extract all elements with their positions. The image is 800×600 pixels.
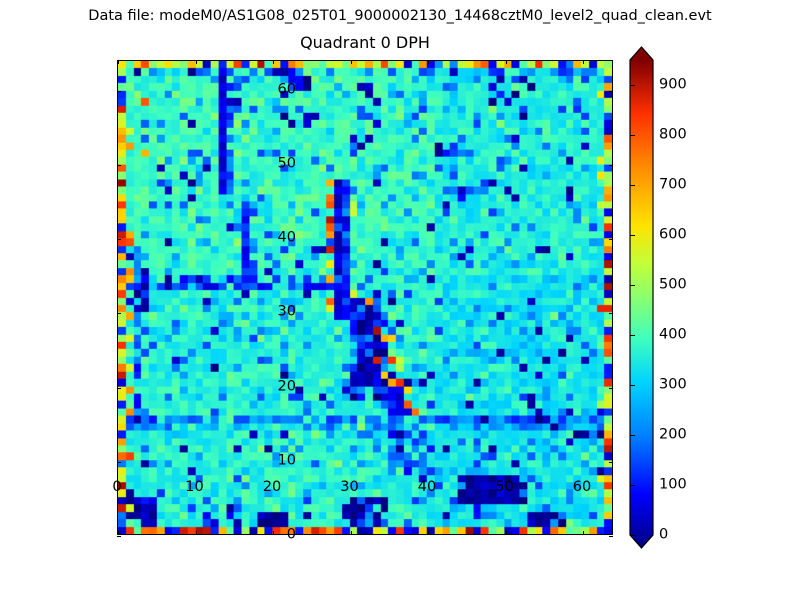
- y-axis-tick: [117, 239, 121, 241]
- colorbar-tick-label: 600: [659, 226, 687, 243]
- x-axis-tick-label: 40: [417, 479, 437, 495]
- y-axis-tick: [117, 536, 121, 537]
- y-axis-tick: [609, 387, 613, 389]
- colorbar-tick-label: 700: [659, 176, 687, 193]
- y-axis-tick: [609, 90, 613, 92]
- x-axis-tick-label: 0: [112, 479, 122, 495]
- page-title: Quadrant 0 DPH: [300, 33, 430, 52]
- y-axis-tick-label: 30: [277, 303, 296, 320]
- x-axis-tick: [273, 531, 274, 535]
- x-axis-tick-label: 50: [495, 479, 514, 495]
- colorbar-tick: [630, 85, 635, 86]
- colorbar-tick-label: 0: [659, 526, 669, 543]
- colorbar[interactable]: 0 100 200 300 400 500 600 700 800 900: [629, 46, 687, 549]
- x-axis-tick: [505, 531, 507, 535]
- colorbar-tick: [630, 135, 635, 136]
- colorbar-tick: [630, 235, 635, 236]
- data-file-suptitle: Data file: modeM0/AS1G08_025T01_90000021…: [88, 8, 712, 24]
- x-axis-tick: [195, 531, 197, 535]
- colorbar-tick-label: 900: [659, 76, 687, 93]
- y-axis-tick-label: 20: [277, 378, 296, 395]
- y-axis-tick-label: 10: [277, 452, 296, 469]
- x-axis-tick: [118, 60, 119, 64]
- colorbar-tick: [630, 435, 635, 436]
- y-axis-tick: [609, 536, 613, 537]
- y-axis-tick: [609, 313, 613, 315]
- heatmap-axes[interactable]: [117, 60, 613, 537]
- x-axis-tick-label: 60: [572, 479, 592, 495]
- x-axis-tick: [273, 60, 274, 64]
- colorbar-gradient: [629, 46, 654, 549]
- x-axis-tick-label: 20: [262, 479, 282, 495]
- x-axis-tick: [428, 60, 429, 64]
- y-axis-tick-label: 60: [277, 81, 296, 98]
- colorbar-tick: [630, 385, 635, 386]
- colorbar-tick-label: 400: [659, 326, 687, 343]
- x-axis-tick: [350, 531, 352, 535]
- colorbar-tick-label: 100: [659, 476, 687, 493]
- y-axis-tick: [117, 164, 121, 166]
- colorbar-tick-label: 800: [659, 126, 687, 143]
- y-axis-tick: [117, 90, 121, 92]
- colorbar-tick: [630, 285, 635, 286]
- x-axis-tick: [428, 531, 429, 535]
- x-axis-tick: [195, 60, 197, 64]
- y-axis-tick-label: 50: [277, 155, 296, 172]
- x-axis-tick: [118, 531, 119, 535]
- x-axis-tick: [583, 531, 584, 535]
- y-axis-tick-label: 40: [277, 229, 296, 246]
- x-axis-tick-label: 10: [185, 479, 204, 495]
- colorbar-tick: [630, 535, 635, 536]
- x-axis-tick: [505, 60, 507, 64]
- colorbar-tick-label: 200: [659, 426, 687, 443]
- x-axis-tick-label: 30: [340, 479, 359, 495]
- colorbar-tick: [630, 335, 635, 336]
- y-axis-tick: [117, 313, 121, 315]
- y-axis-tick: [117, 461, 121, 463]
- colorbar-tick: [630, 185, 635, 186]
- x-axis-tick: [583, 60, 584, 64]
- colorbar-tick: [630, 485, 635, 486]
- y-axis-tick-label: 0: [286, 526, 296, 543]
- colorbar-tick-label: 500: [659, 276, 687, 293]
- heatmap-image[interactable]: [118, 61, 612, 534]
- colorbar-tick-label: 300: [659, 376, 687, 393]
- y-axis-tick: [609, 461, 613, 463]
- y-axis-tick: [609, 239, 613, 241]
- y-axis-tick: [117, 387, 121, 389]
- x-axis-tick: [350, 60, 352, 64]
- y-axis-tick: [609, 164, 613, 166]
